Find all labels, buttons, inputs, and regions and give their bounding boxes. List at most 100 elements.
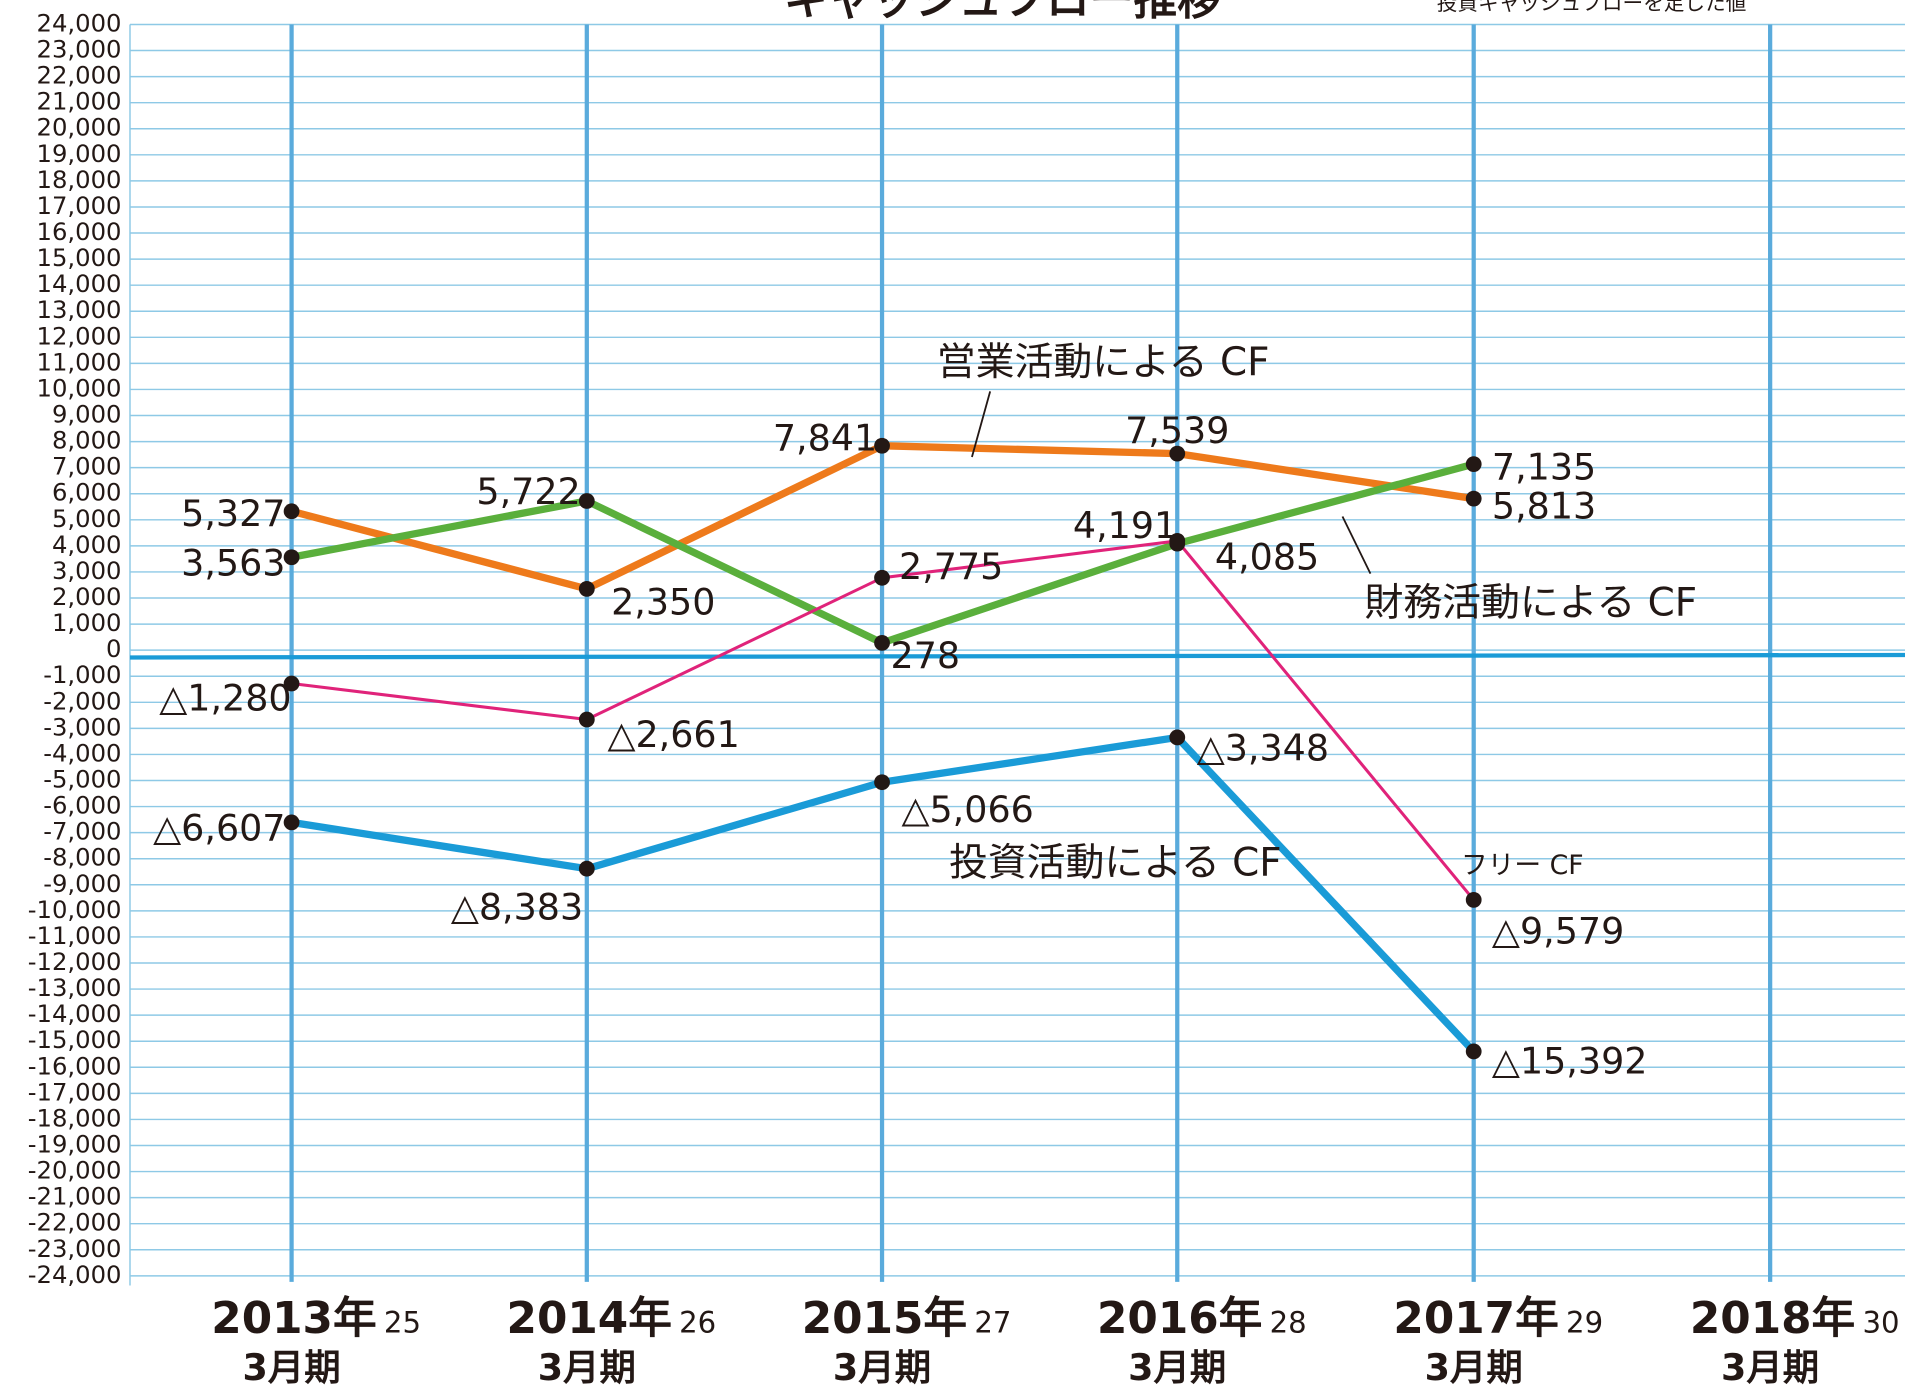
data-point [283,503,300,520]
y-tick-label: 18,000 [37,165,122,194]
y-tick-label: 21,000 [37,87,122,116]
data-label: 3,563 [181,542,285,585]
y-tick-label: -1,000 [43,660,121,689]
data-label: △5,066 [901,788,1033,831]
x-tick-label: 2017年 [1393,1293,1558,1344]
y-tick-label: 15,000 [37,243,122,272]
data-point [1465,891,1482,908]
y-tick-label: 5,000 [52,504,122,533]
y-tick-label: 8,000 [52,426,122,455]
y-tick-label: -12,000 [28,947,122,976]
x-tick-label: 2014年 [507,1293,672,1344]
x-tick-period: 3月期 [1128,1346,1226,1389]
note: 投資キャッシュフローを足した値 [1437,0,1747,15]
data-label: 5,327 [181,492,285,535]
data-point [874,635,890,651]
data-label: 7,539 [1125,409,1229,452]
series-name: フリー CF [1461,850,1584,881]
y-tick-label: 6,000 [52,478,122,507]
y-tick-label: 9,000 [52,400,122,429]
y-tick-label: 1,000 [52,608,122,637]
y-tick-label: 4,000 [52,530,122,559]
chart-title: キャッシュフロー推移 [784,0,1221,26]
data-point [1169,532,1186,549]
data-label: 7,135 [1492,446,1596,489]
data-label: 5,722 [476,470,580,513]
y-tick-label: -10,000 [28,895,122,924]
data-label: △8,383 [451,885,583,928]
x-tick-sub-label: 29 [1566,1305,1603,1339]
data-label: 278 [891,634,961,677]
y-tick-label: -19,000 [28,1129,122,1158]
y-tick-label: -7,000 [43,817,121,846]
data-label: 2,775 [899,545,1003,588]
data-label: 2,350 [611,580,715,623]
data-point [578,860,595,877]
y-tick-label: -14,000 [28,999,122,1028]
y-tick-label: 19,000 [37,139,122,168]
y-tick-label: -20,000 [28,1156,122,1185]
y-tick-label: 20,000 [37,113,122,142]
data-label: △6,607 [153,806,285,849]
y-tick-label: -16,000 [28,1051,122,1080]
plot: 5,327 2,350 7,841 7,539 5,813 営業活動による CF △6,60… [153,340,1697,1083]
grid: -24,000-23,000-22,000-21,000-20,000-19,0… [28,8,1905,1389]
series-name: 営業活動による CF [937,340,1270,385]
y-tick-label: -24,000 [28,1260,122,1289]
data-point [874,569,890,586]
data-point [1465,490,1482,507]
x-tick-sub-label: 27 [974,1305,1011,1339]
x-tick-sub-label: 26 [679,1305,716,1339]
y-tick-label: -6,000 [43,791,121,820]
x-tick-period: 3月期 [833,1346,931,1389]
data-point [283,549,300,566]
y-tick-label: 14,000 [37,269,122,298]
data-point [283,814,300,831]
data-point [1169,729,1186,746]
y-tick-label: 17,000 [37,191,122,220]
x-tick-period: 3月期 [242,1346,340,1389]
y-tick-label: -5,000 [43,765,121,794]
data-label: △1,280 [159,676,291,719]
data-label: 5,813 [1492,485,1596,528]
y-tick-label: -21,000 [28,1182,122,1211]
x-tick-label: 2015年 [802,1293,967,1344]
y-tick-label: 16,000 [37,217,122,246]
y-tick-label: -8,000 [43,843,121,872]
x-tick-label: 2013年 [211,1293,376,1344]
data-label: 4,085 [1215,536,1319,579]
data-label: △9,579 [1492,910,1624,953]
data-label: 4,191 [1073,504,1177,547]
data-point [1169,445,1186,462]
leader-line [971,391,992,458]
series-name: 財務活動による CF [1364,581,1697,626]
data-point [578,493,595,509]
x-tick-period: 3月期 [1425,1346,1523,1389]
data-label: 7,841 [773,416,877,459]
y-tick-label: 23,000 [37,35,122,64]
y-tick-label: 12,000 [37,321,122,350]
data-label: △3,348 [1197,726,1329,769]
x-tick-label: 2018年 [1690,1293,1855,1344]
y-tick-label: 7,000 [52,452,122,481]
data-point [874,437,890,454]
zero-line [129,652,1905,660]
y-tick-label: -18,000 [28,1103,122,1132]
data-point [1465,456,1482,473]
y-tick-label: 11,000 [37,347,122,376]
x-tick-sub-label: 28 [1270,1305,1307,1339]
y-tick-label: -9,000 [43,869,121,898]
data-point [578,580,595,597]
y-tick-label: -23,000 [28,1234,122,1263]
data-point [874,774,890,791]
y-tick-label: 22,000 [37,61,122,90]
data-point [578,711,595,728]
y-tick-label: -17,000 [28,1077,122,1106]
y-tick-label: 24,000 [37,8,122,37]
y-tick-label: 0 [106,634,121,663]
x-tick-sub-label: 25 [384,1305,421,1339]
x-tick-label: 2016年 [1097,1293,1262,1344]
series-name: 投資活動による CF [949,841,1282,886]
